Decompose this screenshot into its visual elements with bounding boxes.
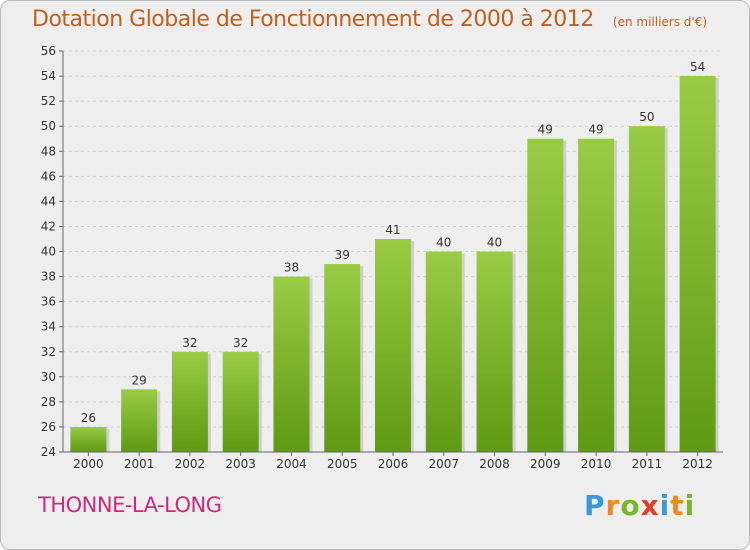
x-tick-label: 2010 xyxy=(581,457,612,471)
x-tick-label: 2001 xyxy=(124,457,155,471)
bar xyxy=(70,426,107,452)
bar xyxy=(578,138,615,452)
y-tick-label: 30 xyxy=(41,370,56,384)
bar-value-label: 49 xyxy=(538,123,553,137)
y-tick-label: 32 xyxy=(41,345,56,359)
x-tick-label: 2003 xyxy=(225,457,256,471)
x-tick-label: 2012 xyxy=(682,457,713,471)
bar-value-label: 32 xyxy=(233,336,248,350)
bar-value-label: 49 xyxy=(588,123,603,137)
y-tick-label: 46 xyxy=(41,169,56,183)
bar xyxy=(375,238,411,452)
bar-value-label: 50 xyxy=(639,110,654,124)
bar xyxy=(121,389,158,452)
bar xyxy=(425,251,462,452)
y-tick-label: 50 xyxy=(41,119,56,133)
bar-value-label: 26 xyxy=(81,411,96,425)
y-tick-label: 38 xyxy=(41,270,56,284)
y-tick-label: 48 xyxy=(41,144,56,158)
bar-value-label: 39 xyxy=(335,248,350,262)
logo-letter: x xyxy=(640,489,660,522)
y-tick-label: 44 xyxy=(41,194,56,208)
proxiti-logo: Proxiti xyxy=(584,489,695,522)
logo-letter: o xyxy=(620,489,641,522)
y-tick-label: 40 xyxy=(41,245,56,259)
logo-letter: r xyxy=(605,489,621,522)
bar-value-label: 40 xyxy=(436,236,451,250)
bar xyxy=(476,251,513,452)
logo-letter: i xyxy=(684,489,696,522)
bar xyxy=(171,351,208,452)
bar-value-label: 54 xyxy=(690,60,705,74)
bar-value-label: 29 xyxy=(132,373,147,387)
x-tick-label: 2004 xyxy=(276,457,307,471)
y-tick-label: 28 xyxy=(41,395,56,409)
bar-value-label: 40 xyxy=(487,236,502,250)
x-tick-label: 2008 xyxy=(479,457,510,471)
bar-layer: 26 29 32 32 38 39 41 40 40 49 49 50 54 xyxy=(70,60,719,452)
y-tick-label: 24 xyxy=(41,445,56,459)
x-tick-label: 2005 xyxy=(327,457,358,471)
bar xyxy=(273,276,310,452)
x-tick-label: 2009 xyxy=(530,457,561,471)
chart-subtitle: (en milliers d'€) xyxy=(612,15,708,29)
bar xyxy=(527,138,564,452)
x-tick-label: 2000 xyxy=(73,457,104,471)
x-tick-label: 2002 xyxy=(175,457,206,471)
chart-title: Dotation Globale de Fonctionnement de 20… xyxy=(32,7,594,32)
y-tick-label: 54 xyxy=(41,69,56,83)
x-tick-label: 2007 xyxy=(428,457,459,471)
commune-name: THONNE-LA-LONG xyxy=(38,493,222,517)
bar xyxy=(679,76,716,452)
bar-value-label: 41 xyxy=(385,223,400,237)
x-tick-label: 2011 xyxy=(632,457,663,471)
bar xyxy=(628,126,665,452)
y-tick-label: 42 xyxy=(41,219,56,233)
axis-layer: 24 26 28 30 32 34 36 38 40 42 44 46 48 50 52 54 56 2000 20… xyxy=(41,44,723,471)
bar-value-label: 38 xyxy=(284,261,299,275)
bar xyxy=(324,264,361,452)
y-tick-label: 26 xyxy=(41,420,56,434)
bar-value-label: 32 xyxy=(182,336,197,350)
bar xyxy=(222,351,259,452)
y-tick-label: 56 xyxy=(41,44,56,58)
logo-letter: i xyxy=(659,489,671,522)
y-tick-label: 34 xyxy=(41,320,56,334)
x-tick-label: 2006 xyxy=(378,457,409,471)
logo-letter: t xyxy=(670,489,685,522)
y-tick-label: 52 xyxy=(41,94,56,108)
logo-letter: P xyxy=(584,489,606,522)
y-tick-label: 36 xyxy=(41,295,56,309)
title-row: Dotation Globale de Fonctionnement de 20… xyxy=(32,7,707,32)
